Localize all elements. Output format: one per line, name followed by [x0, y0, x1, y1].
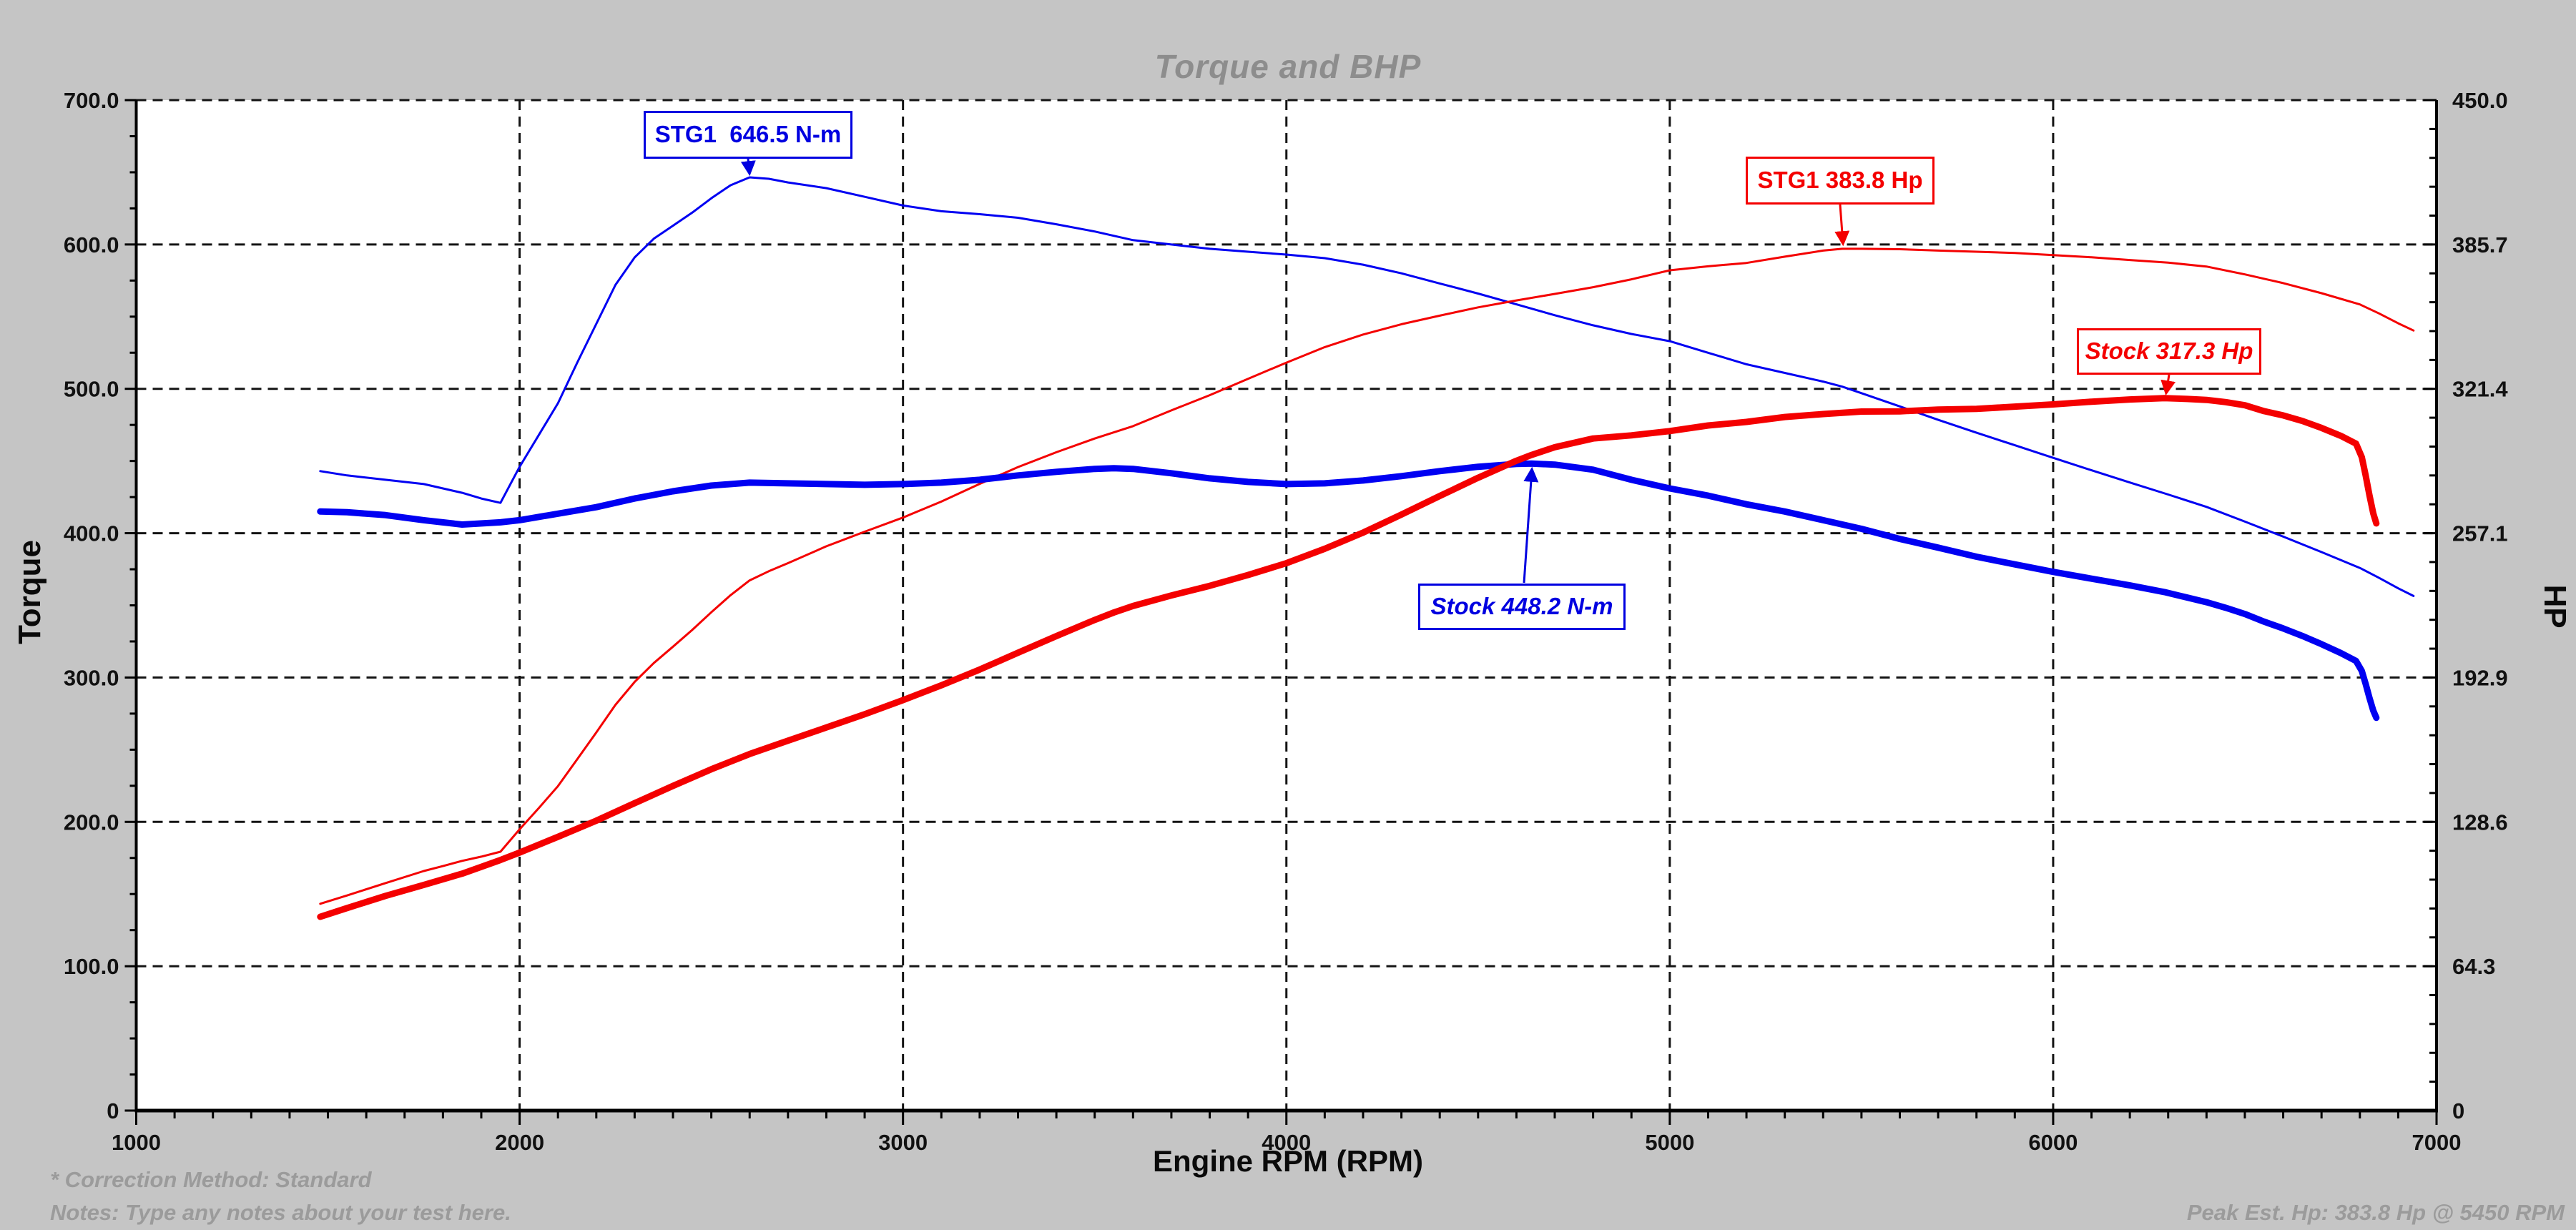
- x-axis-title: Engine RPM (RPM): [1153, 1144, 1423, 1178]
- x-tick-label: 6000: [2028, 1130, 2078, 1155]
- series-line-1: [319, 247, 2415, 905]
- x-tick-label: 3000: [878, 1130, 928, 1155]
- left-axis-title: Torque: [12, 540, 47, 644]
- right-tick-label: 64.3: [2452, 954, 2495, 979]
- right-tick-label: 128.6: [2452, 810, 2508, 835]
- axis-ticks: [124, 99, 2438, 1125]
- right-tick-label: 385.7: [2452, 232, 2508, 257]
- right-tick-label: 257.1: [2452, 521, 2508, 546]
- left-tick-label: 0: [107, 1098, 119, 1123]
- left-tick-label: 300.0: [64, 665, 119, 690]
- left-tick-label: 200.0: [64, 810, 119, 835]
- right-tick-label: 192.9: [2452, 665, 2508, 690]
- callout-stock-peak-torque: Stock 448.2 N-m: [1418, 583, 1626, 630]
- left-tick-label: 700.0: [64, 88, 119, 113]
- callout-stg1-peak-hp: STG1 383.8 Hp: [1746, 156, 1935, 205]
- callout-arrow-2: [2160, 374, 2176, 396]
- right-tick-label: 321.4: [2452, 377, 2508, 402]
- x-tick-label: 4000: [1262, 1130, 1311, 1155]
- x-tick-label: 1000: [112, 1130, 161, 1155]
- chart-title: Torque and BHP: [1154, 48, 1422, 85]
- right-tick-label: 450.0: [2452, 88, 2508, 113]
- right-axis-title: HP: [2537, 584, 2572, 629]
- gridlines: [136, 99, 2437, 1111]
- x-tick-label: 2000: [495, 1130, 544, 1155]
- x-tick-label: 7000: [2412, 1130, 2462, 1155]
- peak-hp-summary: Peak Est. Hp: 383.8 Hp @ 5450 RPM: [2186, 1200, 2565, 1225]
- callout-arrow-0: [740, 158, 756, 177]
- left-tick-label: 400.0: [64, 521, 119, 546]
- callout-arrow-1: [1834, 204, 1850, 247]
- right-tick-label: 0: [2452, 1098, 2464, 1123]
- callout-stock-peak-hp: Stock 317.3 Hp: [2077, 328, 2261, 375]
- left-tick-label: 100.0: [64, 954, 119, 979]
- callout-stg1-peak-torque: STG1 646.5 N-m: [644, 110, 852, 159]
- x-tick-label: 5000: [1645, 1130, 1694, 1155]
- correction-method-note: * Correction Method: Standard: [50, 1167, 372, 1192]
- left-tick-label: 500.0: [64, 377, 119, 402]
- left-tick-label: 600.0: [64, 232, 119, 257]
- tick-labels: 700.0 600.0 500.0 400.0 300.0 200.0 100.0 0 450.…: [64, 88, 2508, 1155]
- series-line-3: [317, 395, 2380, 920]
- series-line-0: [319, 176, 2415, 597]
- callout-arrow-3: [1523, 466, 1539, 584]
- test-notes: Notes: Type any notes about your test he…: [50, 1200, 511, 1225]
